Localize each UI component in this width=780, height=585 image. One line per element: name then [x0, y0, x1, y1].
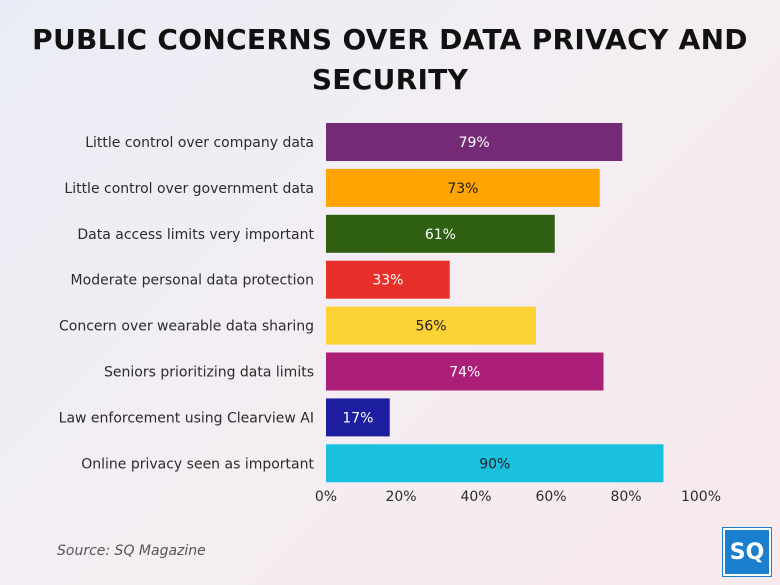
- x-tick-label: 40%: [460, 489, 491, 505]
- source-caption: Source: SQ Magazine: [57, 543, 206, 559]
- category-label: Moderate personal data protection: [71, 273, 314, 289]
- data-label: 90%: [479, 456, 510, 472]
- data-label: 17%: [342, 410, 373, 426]
- bar: [326, 352, 604, 391]
- chart-title: PUBLIC CONCERNS OVER DATA PRIVACY AND SE…: [32, 23, 748, 96]
- category-label: Law enforcement using Clearview AI: [59, 410, 314, 426]
- x-tick-label: 100%: [681, 489, 721, 505]
- data-label: 61%: [425, 227, 456, 243]
- data-label: 33%: [372, 273, 403, 289]
- bar: [326, 444, 664, 483]
- x-tick-label: 60%: [535, 489, 566, 505]
- bar: [326, 260, 450, 299]
- data-label: 74%: [449, 365, 480, 381]
- category-label: Online privacy seen as important: [81, 456, 314, 472]
- bar: [326, 168, 600, 207]
- bar: [326, 398, 390, 437]
- category-label: Concern over wearable data sharing: [59, 319, 314, 335]
- category-label: Data access limits very important: [77, 227, 314, 243]
- x-tick-label: 80%: [610, 489, 641, 505]
- data-label: 79%: [459, 135, 490, 151]
- data-label: 56%: [415, 319, 446, 335]
- category-label: Little control over government data: [64, 181, 314, 197]
- bar: [326, 123, 623, 161]
- category-label: Little control over company data: [85, 135, 314, 151]
- bar: [326, 214, 555, 253]
- sq-logo: SQ: [722, 527, 772, 577]
- x-tick-label: 20%: [385, 489, 416, 505]
- category-label: Seniors prioritizing data limits: [104, 365, 314, 381]
- bar: [326, 306, 536, 345]
- x-tick-label: 0%: [315, 489, 337, 505]
- data-label: 73%: [447, 181, 478, 197]
